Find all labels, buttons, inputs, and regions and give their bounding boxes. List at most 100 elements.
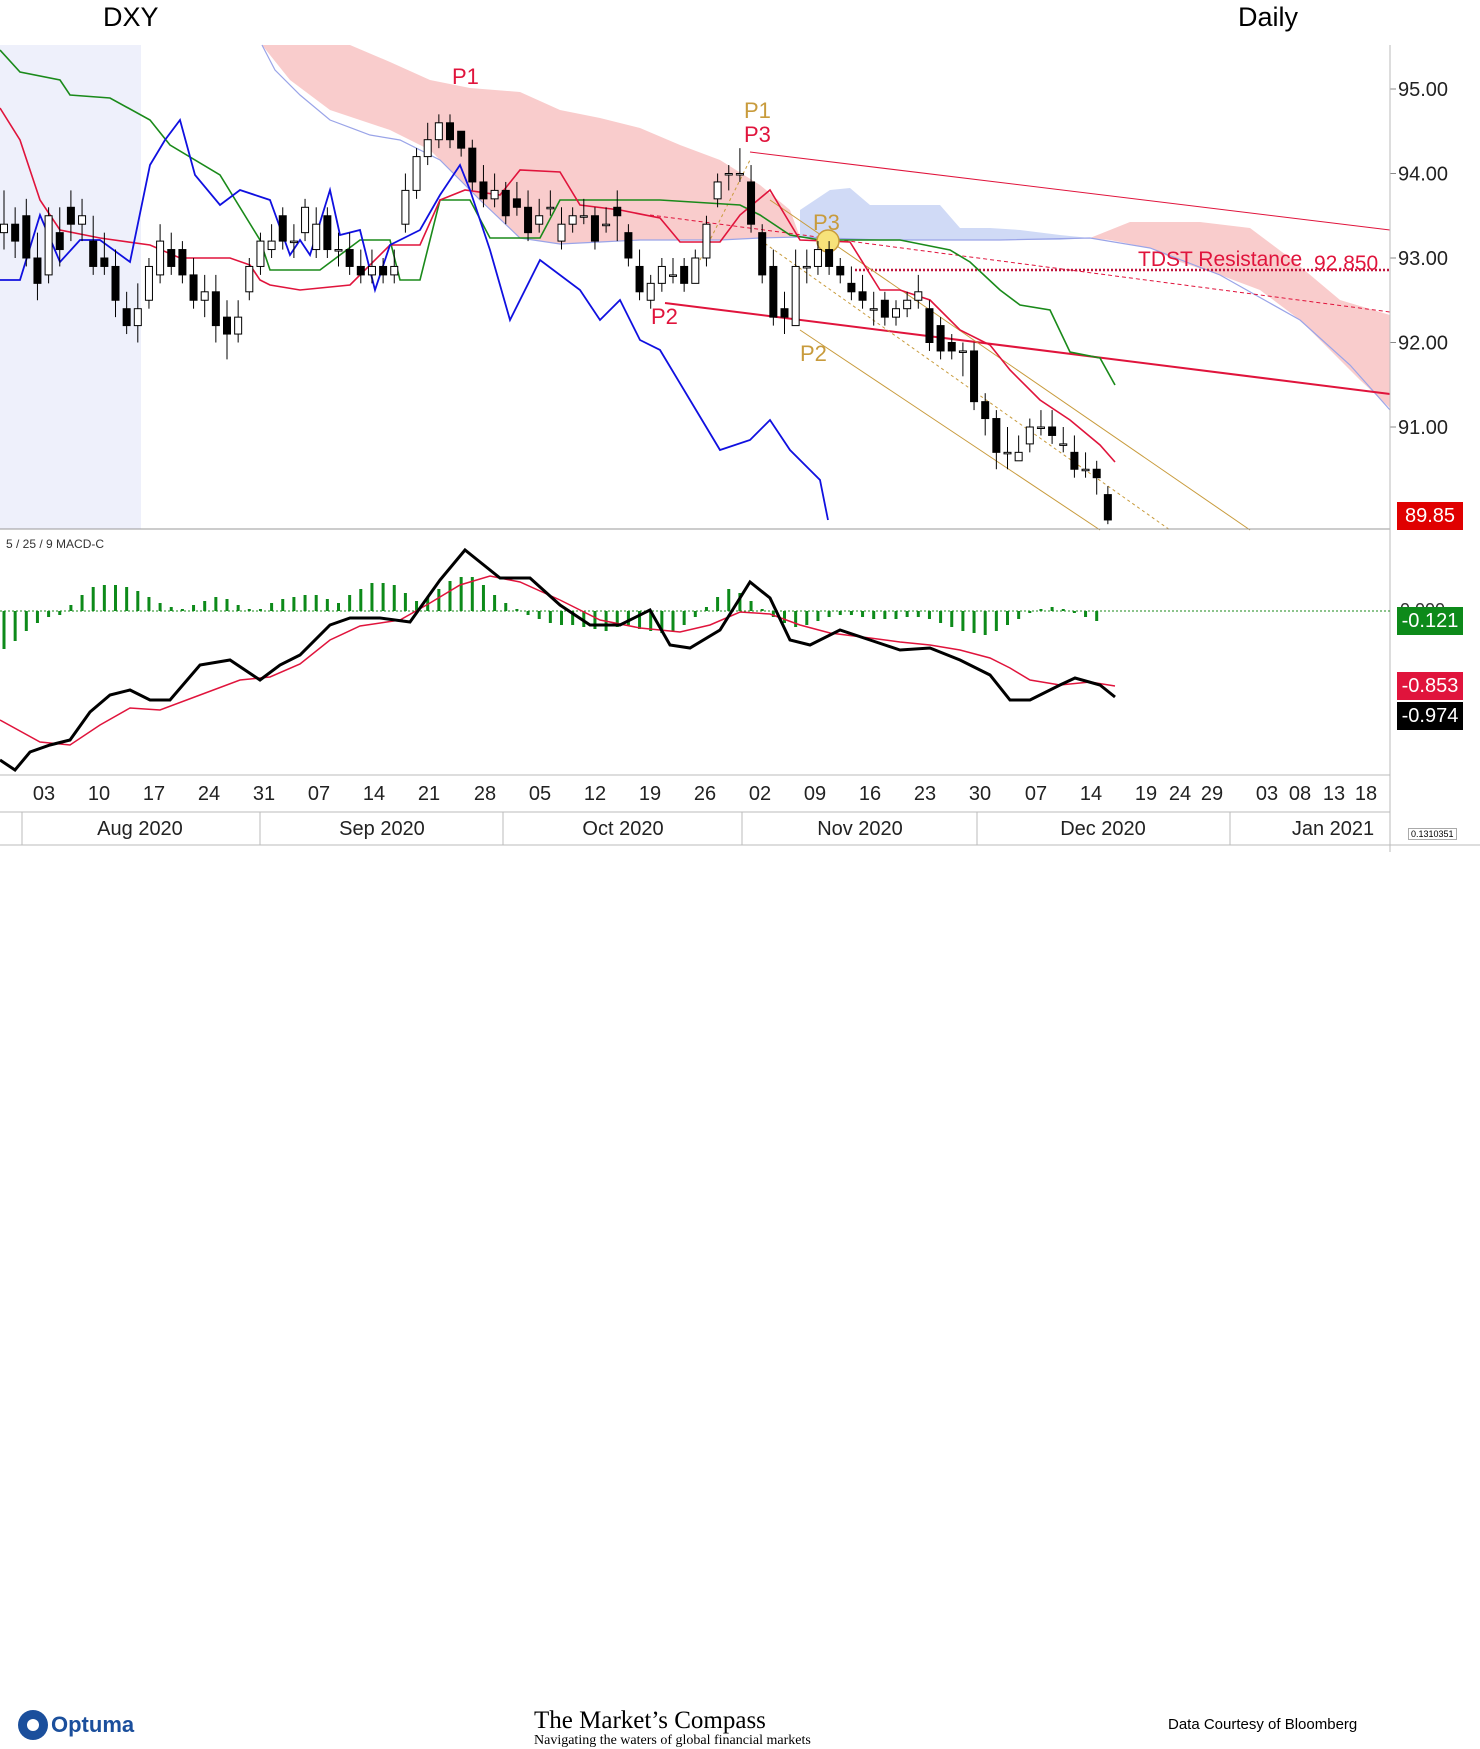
macd-hist-bar xyxy=(872,611,876,619)
x-day-label: 18 xyxy=(1355,783,1377,805)
zoom-readout[interactable]: 0.1310351 xyxy=(1408,828,1457,840)
x-day-label: 24 xyxy=(198,783,220,805)
candle-body xyxy=(579,215,588,218)
candle-body xyxy=(323,215,332,251)
x-day-label: 16 xyxy=(859,783,881,805)
candle-body xyxy=(434,122,443,141)
candle-body xyxy=(0,223,8,234)
x-day-label: 10 xyxy=(88,783,110,805)
candle-body xyxy=(691,257,700,284)
candle-body xyxy=(412,156,421,191)
candle-body xyxy=(144,265,153,301)
x-day-label: 03 xyxy=(1256,783,1278,805)
candle-body xyxy=(557,223,566,242)
macd-hist-bar xyxy=(571,611,575,625)
macd-hist-bar xyxy=(236,605,240,611)
candle-body xyxy=(769,265,778,318)
macd-line-tag: -0.974 xyxy=(1397,702,1463,730)
candle-body xyxy=(256,240,265,267)
data-source: Data Courtesy of Bloomberg xyxy=(1168,1716,1358,1733)
candle-body xyxy=(345,249,354,267)
candle-body xyxy=(892,308,900,318)
macd-hist-bar xyxy=(537,611,541,619)
macd-hist-bar xyxy=(1039,609,1043,611)
candle-body xyxy=(479,181,488,200)
macd-hist-bar xyxy=(950,611,954,627)
macd-signal-line xyxy=(0,575,1116,746)
candle-body xyxy=(546,206,555,210)
macd-hist-bar xyxy=(470,577,474,611)
candle-body xyxy=(669,274,677,277)
macd-hist-bar xyxy=(203,601,207,611)
dxy-chart: 95.00 94.00 93.00 92.00 91.00 03 10 17 24 31 07 14… xyxy=(0,44,1480,852)
candle-body xyxy=(858,291,867,301)
candle-body xyxy=(970,350,979,403)
candle-body xyxy=(802,265,811,269)
candle-body xyxy=(1025,426,1034,445)
tdst-resistance-label: TDST Resistance xyxy=(1138,248,1302,271)
x-day-label: 05 xyxy=(529,783,551,805)
candle-body xyxy=(122,308,131,327)
candle-body xyxy=(356,265,365,276)
macd-hist-bar xyxy=(738,593,742,611)
shaded-region xyxy=(0,45,141,529)
candle-body xyxy=(758,232,767,276)
candle-body xyxy=(301,206,310,234)
macd-hist-bar xyxy=(794,611,798,627)
candle-body xyxy=(568,215,577,225)
candle-body xyxy=(11,223,20,242)
macd-hist-bar xyxy=(1050,607,1054,611)
candle-body xyxy=(245,265,254,293)
candle-body xyxy=(724,173,733,176)
macd-hist-bar xyxy=(838,611,842,615)
candle-body xyxy=(200,291,209,301)
macd-hist-bar xyxy=(682,611,686,625)
candle-body xyxy=(1081,468,1090,472)
candle-body xyxy=(66,206,75,225)
macd-hist-bar xyxy=(459,577,463,611)
macd-hist-bar xyxy=(214,597,218,611)
candle-body xyxy=(624,232,633,259)
x-day-label: 03 xyxy=(33,783,55,805)
macd-hist-bar xyxy=(1028,611,1032,613)
candle-body xyxy=(925,308,934,344)
candle-body xyxy=(825,249,834,267)
x-month-label: Jan 2021 xyxy=(1292,818,1374,840)
annotation-p2-gold: P2 xyxy=(800,341,827,366)
candle-body xyxy=(312,223,321,251)
x-day-label: 29 xyxy=(1201,783,1223,805)
y-tick-label: 92.00 xyxy=(1398,333,1448,355)
macd-hist-bar xyxy=(626,611,630,625)
macd-hist-bar xyxy=(1017,611,1021,619)
candle-body xyxy=(1059,443,1068,446)
macd-hist-bar xyxy=(481,585,485,611)
macd-hist-bar xyxy=(2,611,6,649)
x-axis-months: Aug 2020 Sep 2020 Oct 2020 Nov 2020 Dec 2020… xyxy=(21,812,1374,845)
candle-body xyxy=(501,189,510,217)
macd-hist-bar xyxy=(348,595,352,611)
optuma-logo-icon xyxy=(18,1710,48,1740)
macd-hist-bar xyxy=(1095,611,1099,621)
candle-body xyxy=(1092,468,1101,479)
macd-hist-bar xyxy=(660,611,664,633)
x-month-label: Dec 2020 xyxy=(1060,818,1146,840)
macd-hist-bar xyxy=(693,611,697,617)
macd-hist-bar xyxy=(649,611,653,631)
macd-hist-bar xyxy=(69,605,73,611)
candle-body xyxy=(167,249,176,267)
candle-body xyxy=(914,291,923,301)
macd-hist-bar xyxy=(1006,611,1009,625)
candle-body xyxy=(446,122,454,141)
macd-panel-label: 5 / 25 / 9 MACD-C xyxy=(6,537,104,551)
macd-hist-bar xyxy=(392,585,396,611)
macd-hist-bar xyxy=(849,611,853,615)
y-tick-label: 93.00 xyxy=(1398,248,1448,270)
candle-body xyxy=(747,181,756,225)
candle-body xyxy=(680,265,689,284)
candle-body xyxy=(334,249,343,252)
macd-hist-bar xyxy=(671,611,675,631)
candle-body xyxy=(780,308,789,318)
candle-body xyxy=(791,265,800,327)
x-day-label: 19 xyxy=(639,783,661,805)
candle-body xyxy=(267,240,276,251)
